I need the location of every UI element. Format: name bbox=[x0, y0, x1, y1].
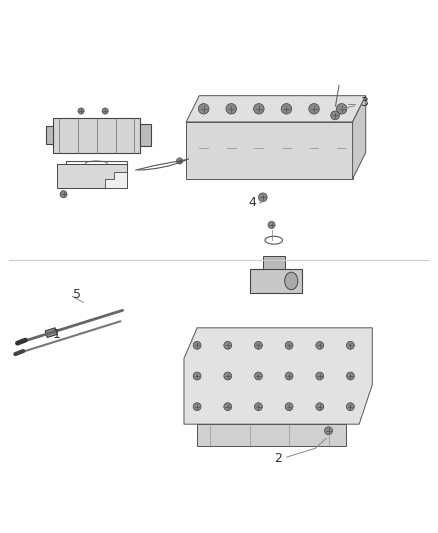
Circle shape bbox=[346, 342, 354, 349]
Circle shape bbox=[193, 342, 201, 349]
Circle shape bbox=[309, 103, 319, 114]
Circle shape bbox=[177, 158, 183, 164]
Circle shape bbox=[60, 191, 67, 198]
Circle shape bbox=[254, 342, 262, 349]
Text: 3: 3 bbox=[360, 96, 367, 109]
Circle shape bbox=[254, 372, 262, 380]
Circle shape bbox=[224, 342, 232, 349]
Polygon shape bbox=[353, 96, 366, 179]
Polygon shape bbox=[186, 122, 353, 179]
Polygon shape bbox=[250, 269, 302, 293]
Circle shape bbox=[331, 111, 339, 120]
Circle shape bbox=[78, 108, 84, 114]
Circle shape bbox=[102, 108, 108, 114]
Circle shape bbox=[226, 103, 237, 114]
Circle shape bbox=[258, 193, 267, 201]
Circle shape bbox=[254, 103, 264, 114]
Polygon shape bbox=[46, 126, 53, 144]
Circle shape bbox=[224, 403, 232, 410]
Polygon shape bbox=[105, 172, 127, 188]
Circle shape bbox=[193, 372, 201, 380]
Circle shape bbox=[285, 403, 293, 410]
Polygon shape bbox=[45, 328, 57, 337]
Circle shape bbox=[268, 221, 275, 229]
Polygon shape bbox=[186, 96, 366, 122]
Polygon shape bbox=[140, 124, 151, 146]
Polygon shape bbox=[184, 328, 372, 424]
Text: 2: 2 bbox=[274, 452, 282, 465]
Circle shape bbox=[346, 403, 354, 410]
Circle shape bbox=[285, 342, 293, 349]
Circle shape bbox=[336, 103, 347, 114]
Circle shape bbox=[193, 403, 201, 410]
Circle shape bbox=[254, 403, 262, 410]
Circle shape bbox=[316, 372, 324, 380]
Polygon shape bbox=[197, 424, 346, 446]
Circle shape bbox=[346, 372, 354, 380]
Ellipse shape bbox=[285, 272, 298, 290]
Polygon shape bbox=[263, 255, 285, 269]
Circle shape bbox=[281, 103, 292, 114]
Text: 1: 1 bbox=[53, 328, 61, 341]
Circle shape bbox=[316, 403, 324, 410]
Circle shape bbox=[285, 372, 293, 380]
Circle shape bbox=[325, 427, 332, 435]
Circle shape bbox=[316, 342, 324, 349]
Circle shape bbox=[224, 372, 232, 380]
Polygon shape bbox=[57, 164, 127, 188]
Polygon shape bbox=[53, 118, 140, 152]
Text: 5: 5 bbox=[73, 288, 81, 302]
Text: 4: 4 bbox=[248, 197, 256, 209]
Circle shape bbox=[198, 103, 209, 114]
